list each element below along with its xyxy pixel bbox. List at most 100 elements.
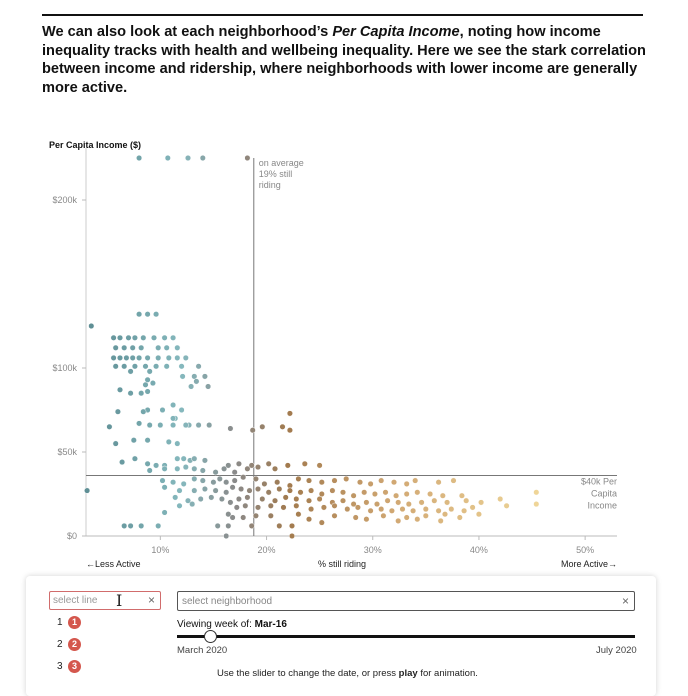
- line-select-placeholder: select line: [53, 595, 98, 606]
- date-slider-track[interactable]: [177, 635, 635, 638]
- data-point: [182, 464, 189, 471]
- data-point: [182, 422, 189, 429]
- line-option-badge[interactable]: 1: [68, 616, 81, 629]
- y-tick-label: $200k: [52, 195, 77, 205]
- data-point: [164, 154, 171, 162]
- data-point: [288, 522, 296, 529]
- data-point: [235, 495, 242, 503]
- slider-start-label: March 2020: [177, 645, 228, 656]
- data-point: [193, 378, 200, 385]
- data-point: [441, 511, 449, 518]
- neighborhood-select-input[interactable]: select neighborhood ×: [177, 591, 635, 611]
- data-point: [240, 474, 247, 481]
- intro-emphasis: Per Capita Income: [332, 24, 460, 40]
- data-point: [159, 477, 166, 484]
- data-point: [308, 487, 315, 494]
- data-point: [223, 532, 230, 540]
- data-point: [267, 502, 274, 509]
- data-point: [180, 480, 187, 487]
- data-point: [170, 479, 177, 486]
- y-axis-title: Per Capita Income ($): [49, 140, 141, 150]
- line-clear-icon[interactable]: ×: [147, 593, 155, 607]
- data-point: [293, 495, 300, 503]
- data-point: [225, 462, 232, 469]
- data-point: [395, 499, 402, 506]
- data-point: [271, 497, 279, 504]
- line-option-badge[interactable]: 3: [68, 660, 81, 673]
- data-point: [414, 489, 421, 496]
- data-point: [414, 516, 421, 523]
- data-point: [161, 334, 168, 341]
- data-point: [318, 519, 325, 526]
- data-point: [155, 522, 162, 529]
- data-point: [191, 465, 198, 472]
- data-point: [316, 462, 323, 469]
- data-point: [153, 462, 160, 469]
- data-point: [254, 464, 262, 471]
- date-slider-thumb[interactable]: [203, 630, 217, 643]
- data-point: [131, 363, 138, 370]
- data-point: [112, 363, 119, 370]
- line-select-input[interactable]: select line I ×: [49, 591, 161, 610]
- data-point: [163, 363, 170, 370]
- data-point: [188, 383, 195, 390]
- data-point: [305, 497, 313, 504]
- data-point: [210, 479, 217, 486]
- data-point: [84, 487, 91, 494]
- data-point: [116, 386, 124, 393]
- data-point: [361, 489, 368, 496]
- neighborhood-clear-icon[interactable]: ×: [621, 594, 629, 608]
- data-point: [282, 494, 289, 501]
- data-points: [84, 154, 540, 540]
- data-point: [259, 423, 266, 430]
- data-point: [163, 344, 170, 351]
- data-point: [295, 475, 302, 482]
- data-point: [144, 354, 151, 361]
- week-value: Mar-16: [254, 619, 287, 630]
- line-option-number[interactable]: 1: [57, 617, 63, 628]
- data-point: [231, 469, 238, 476]
- line-option-number[interactable]: 2: [57, 639, 63, 650]
- data-point: [478, 499, 485, 506]
- income-annotation: Income: [587, 501, 617, 511]
- data-point: [233, 504, 240, 511]
- data-point: [155, 344, 162, 351]
- data-point: [206, 422, 213, 429]
- data-point: [354, 504, 361, 511]
- data-point: [178, 363, 185, 370]
- data-point: [182, 354, 189, 361]
- data-point: [110, 334, 117, 341]
- data-point: [218, 495, 225, 503]
- controls-card: select line I × 1 1 2 2 3 3 select neigh…: [26, 576, 656, 696]
- average-annotation: on average: [259, 158, 304, 168]
- data-point: [174, 465, 181, 472]
- data-point: [170, 415, 177, 422]
- data-point: [363, 499, 370, 506]
- text-cursor-icon: I: [116, 591, 123, 610]
- data-point: [286, 487, 293, 494]
- data-point: [382, 489, 389, 496]
- data-point: [380, 512, 387, 519]
- line-option-badge[interactable]: 2: [68, 638, 81, 651]
- data-point: [437, 517, 444, 524]
- data-point: [320, 504, 327, 511]
- x-tick-label: 20%: [258, 545, 276, 555]
- data-point: [533, 501, 540, 508]
- data-point: [191, 475, 198, 482]
- intro-text-b: , noting how income inequality tracks wi…: [42, 24, 646, 96]
- data-point: [274, 479, 281, 486]
- data-point: [295, 511, 302, 518]
- data-point: [112, 344, 119, 351]
- data-point: [174, 344, 181, 351]
- income-annotation: $40k Per: [581, 477, 617, 487]
- line-option-number[interactable]: 3: [57, 661, 63, 672]
- y-tick-label: $0: [67, 531, 77, 541]
- data-point: [174, 354, 181, 361]
- data-point: [176, 502, 183, 509]
- data-point: [225, 511, 232, 518]
- data-point: [229, 484, 236, 491]
- data-point: [121, 363, 128, 370]
- data-point: [116, 354, 124, 361]
- data-point: [444, 499, 451, 506]
- data-point: [165, 438, 172, 445]
